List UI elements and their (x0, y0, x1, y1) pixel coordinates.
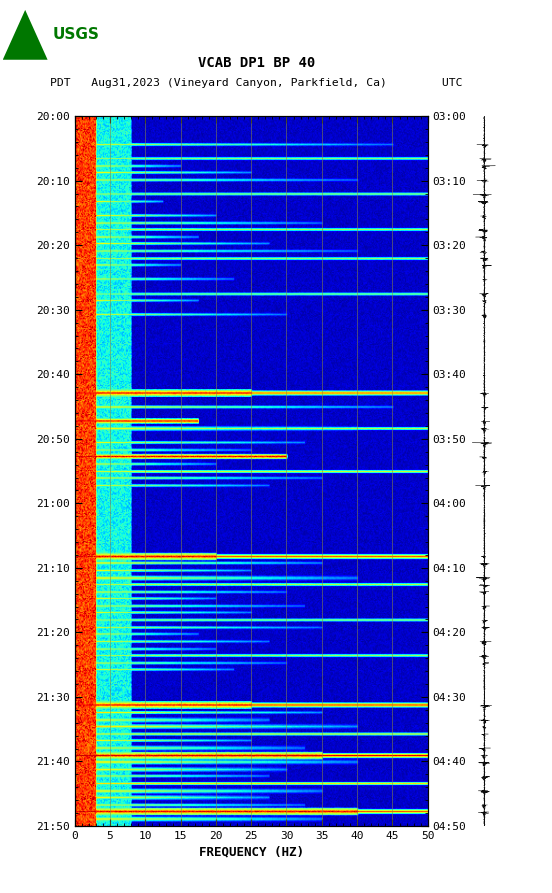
Polygon shape (3, 10, 47, 60)
Text: USGS: USGS (52, 28, 99, 42)
X-axis label: FREQUENCY (HZ): FREQUENCY (HZ) (199, 845, 304, 858)
Text: PDT   Aug31,2023 (Vineyard Canyon, Parkfield, Ca)        UTC: PDT Aug31,2023 (Vineyard Canyon, Parkfie… (50, 78, 463, 88)
Text: VCAB DP1 BP 40: VCAB DP1 BP 40 (198, 55, 315, 70)
